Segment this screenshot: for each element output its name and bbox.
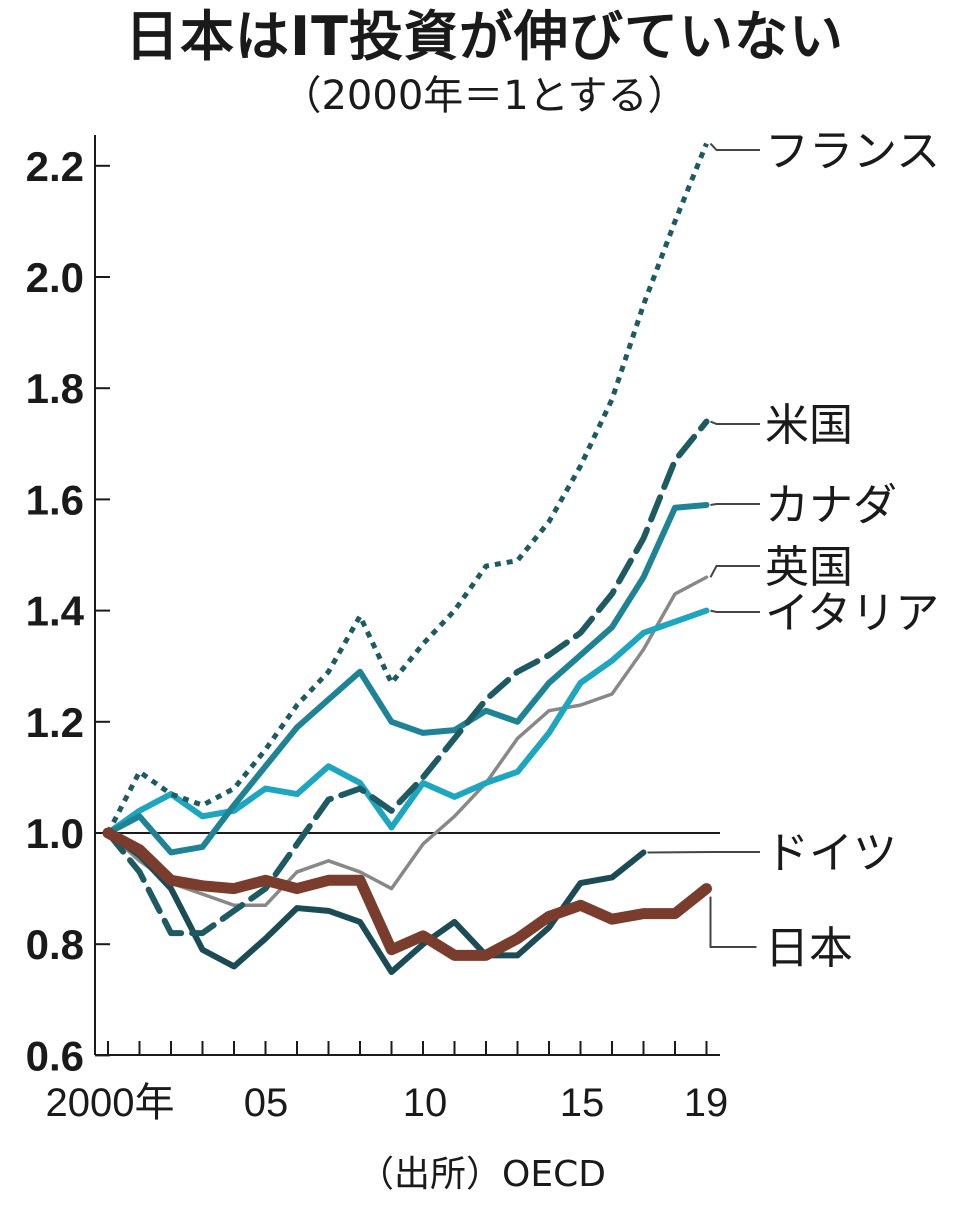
series-label-英国: 英国 — [765, 542, 853, 593]
series-label-日本: 日本 — [765, 923, 853, 974]
x-tick-label: 05 — [244, 1081, 289, 1125]
y-tick-label: 1.6 — [26, 476, 84, 523]
series-label-ドイツ: ドイツ — [765, 828, 897, 879]
leader-line — [709, 896, 757, 948]
source-note: （出所）OECD — [358, 1154, 606, 1195]
series-label-イタリア: イタリア — [765, 588, 939, 639]
x-tick-label: 15 — [560, 1081, 605, 1125]
series-line-英国 — [106, 575, 709, 908]
y-tick-label: 1.4 — [26, 588, 85, 635]
series-line-カナダ — [105, 501, 710, 856]
series-label-カナダ: カナダ — [765, 480, 897, 531]
chart-subtitle: （2000年＝1とする） — [281, 73, 688, 119]
series-line-日本 — [102, 827, 712, 961]
y-tick-label: 1.2 — [26, 699, 84, 746]
y-tick-label: 2.0 — [26, 254, 84, 301]
series-label-フランス: フランス — [765, 126, 940, 177]
x-tick-label: 10 — [403, 1081, 448, 1125]
leader-line — [710, 420, 760, 425]
y-tick-label: 0.8 — [26, 921, 84, 968]
x-tick-label: 19 — [684, 1081, 729, 1125]
leader-line — [709, 565, 760, 578]
x-tick-label: 2000年 — [46, 1081, 175, 1125]
y-tick-label: 2.2 — [26, 143, 84, 190]
chart-title: 日本はIT投資が伸びていない — [125, 5, 844, 68]
series-line-フランス — [105, 142, 709, 835]
series-label-米国: 米国 — [765, 400, 853, 451]
leader-line — [710, 609, 760, 613]
y-tick-label: 0.6 — [26, 1032, 84, 1079]
series-line-イタリア — [105, 607, 710, 836]
y-tick-label: 1.8 — [26, 365, 84, 412]
series-line-米国 — [105, 418, 710, 937]
leader-line — [709, 142, 760, 151]
y-tick-label: 1.0 — [26, 810, 84, 857]
leader-line — [710, 503, 760, 506]
